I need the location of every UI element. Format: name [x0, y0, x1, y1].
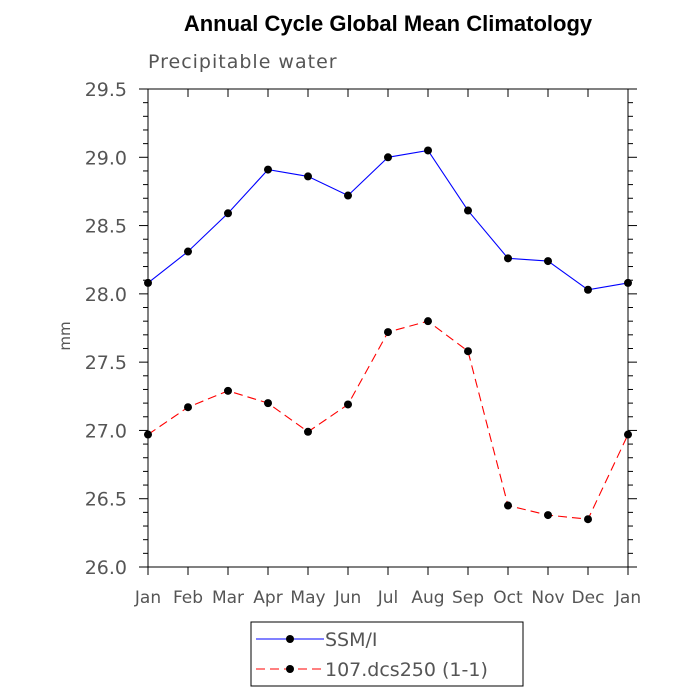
y-tick-label: 27.5 — [85, 352, 127, 374]
x-tick-label: Jan — [614, 588, 641, 608]
data-point — [384, 328, 392, 337]
x-tick-label: Apr — [253, 588, 282, 608]
legend: SSM/I 107.dcs250 (1-1) — [250, 621, 524, 687]
data-point — [504, 254, 512, 263]
y-tick-label: 28.5 — [85, 216, 127, 238]
data-point — [184, 403, 192, 412]
y-tick-label: 27.0 — [85, 420, 127, 442]
data-point — [584, 285, 592, 294]
chart-title: Annual Cycle Global Mean Climatology — [184, 11, 593, 36]
series-1 — [144, 146, 632, 294]
data-point — [344, 191, 352, 200]
data-point — [424, 146, 432, 155]
x-tick-label: May — [290, 588, 325, 608]
data-point — [464, 347, 472, 356]
x-tick-label: Jan — [134, 588, 161, 608]
y-tick-label: 28.0 — [85, 284, 127, 306]
data-point — [584, 515, 592, 524]
y-tick-label: 26.5 — [85, 489, 127, 511]
x-tick-label: Nov — [531, 588, 564, 608]
data-point — [144, 278, 152, 287]
y-tick-label: 26.0 — [85, 557, 127, 579]
data-point — [184, 247, 192, 256]
data-point — [424, 317, 432, 326]
legend-marker — [286, 635, 294, 643]
data-point — [344, 400, 352, 409]
data-point — [144, 430, 152, 439]
data-point — [504, 501, 512, 510]
data-point — [544, 257, 552, 266]
data-point — [544, 511, 552, 520]
y-tick-labels: 26.0 26.5 27.0 27.5 28.0 28.5 29.0 29.5 — [85, 79, 127, 579]
data-point — [464, 206, 472, 215]
x-tick-label: Mar — [212, 588, 244, 608]
series-line — [147, 320, 629, 520]
x-tick-label: Oct — [493, 588, 523, 608]
x-tick-label: Feb — [173, 588, 203, 608]
legend-label: 107.dcs250 (1-1) — [325, 659, 488, 681]
axis-ticks — [139, 88, 637, 575]
legend-label: SSM/I — [325, 629, 378, 651]
data-point — [224, 209, 232, 218]
y-tick-label: 29.0 — [85, 147, 127, 169]
data-point — [624, 430, 632, 439]
legend-box — [250, 621, 524, 687]
series-layer — [144, 146, 632, 524]
data-point — [264, 399, 272, 408]
series-2 — [144, 317, 632, 524]
y-axis-label: mm — [56, 321, 74, 350]
data-point — [264, 165, 272, 174]
data-point — [624, 278, 632, 287]
series-line — [147, 149, 629, 291]
data-point — [304, 172, 312, 181]
data-point — [224, 386, 232, 395]
x-tick-label: Dec — [572, 588, 605, 608]
x-tick-label: Aug — [411, 588, 444, 608]
chart-subtitle: Precipitable water — [148, 51, 338, 73]
y-tick-label: 29.5 — [85, 79, 127, 101]
data-point — [304, 427, 312, 436]
x-tick-labels: Jan Feb Mar Apr May Jun Jul Aug Sep Oct Nov Dec Jan — [134, 588, 641, 608]
x-tick-label: Jun — [334, 588, 362, 608]
legend-marker — [286, 665, 294, 673]
x-tick-label: Sep — [452, 588, 484, 608]
x-tick-label: Jul — [377, 588, 399, 608]
data-point — [384, 153, 392, 162]
